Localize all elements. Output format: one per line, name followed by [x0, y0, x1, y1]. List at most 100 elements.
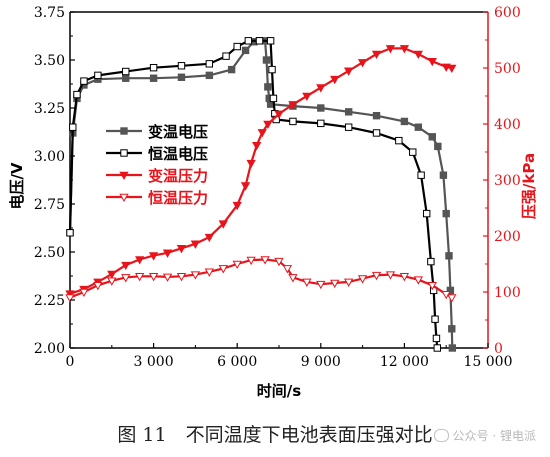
- data-point-bianwen-pressure: [316, 84, 326, 93]
- figure-caption: 图 11 不同温度下电池表面压强对比: [117, 424, 433, 446]
- data-point-bianwen-pressure: [218, 220, 228, 229]
- plot-frame: [69, 11, 489, 349]
- data-point-bianwen-pressure: [121, 261, 131, 271]
- y-left-tick-label: 2.75: [34, 197, 65, 213]
- data-point-hengwen-voltage: [395, 136, 403, 145]
- data-point-hengwen-voltage: [317, 119, 325, 128]
- data-point-bianwen-pressure: [263, 120, 273, 130]
- data-point-bianwen-pressure: [344, 67, 354, 76]
- data-point-hengwen-voltage: [177, 62, 186, 70]
- data-point-hengwen-pressure: [282, 265, 293, 274]
- data-point-bianwen-voltage: [400, 117, 409, 126]
- legend-swatch-marker: [119, 193, 129, 203]
- data-point-bianwen-voltage: [317, 104, 325, 112]
- data-point-hengwen-pressure: [232, 260, 242, 270]
- data-point-hengwen-voltage: [266, 37, 275, 45]
- data-point-bianwen-voltage: [439, 171, 448, 179]
- data-point-bianwen-voltage: [149, 74, 158, 82]
- data-point-hengwen-pressure: [274, 257, 284, 267]
- data-point-bianwen-voltage: [414, 123, 423, 131]
- watermark: 公众号 · 锂电派: [433, 427, 536, 444]
- series-line-bianwen-voltage: [68, 39, 454, 349]
- data-point-bianwen-pressure: [148, 252, 159, 261]
- legend-item-hengwen-voltage: 恒温电压: [106, 145, 208, 163]
- data-point-bianwen-voltage: [448, 325, 456, 333]
- data-point-bianwen-pressure: [204, 233, 214, 243]
- data-point-hengwen-voltage: [422, 209, 431, 218]
- x-tick-label: 15 000: [464, 354, 513, 370]
- data-point-hengwen-pressure: [121, 274, 131, 283]
- legend-swatch-marker: [120, 127, 128, 135]
- data-point-hengwen-pressure: [302, 278, 312, 287]
- data-point-hengwen-voltage: [268, 65, 276, 74]
- data-point-bianwen-pressure: [190, 240, 201, 249]
- data-point-hengwen-voltage: [149, 63, 158, 72]
- data-point-hengwen-voltage: [431, 315, 439, 323]
- legend-item-bianwen-voltage: 变温电压: [106, 123, 208, 141]
- data-point-hengwen-voltage: [344, 123, 353, 131]
- series-hengwen-voltage: [66, 37, 441, 352]
- data-point-bianwen-pressure: [274, 110, 284, 119]
- legend-item-hengwen-pressure: 恒温压力: [106, 189, 208, 207]
- data-point-hengwen-voltage: [433, 344, 441, 352]
- y-right-tick-label: 200: [494, 229, 521, 245]
- series-bianwen-pressure: [65, 45, 457, 299]
- series-hengwen-pressure: [65, 256, 457, 303]
- data-point-hengwen-voltage: [372, 129, 381, 137]
- data-point-bianwen-pressure: [135, 256, 145, 265]
- data-point-hengwen-pressure: [135, 273, 145, 282]
- data-point-bianwen-pressure: [107, 270, 117, 280]
- data-point-bianwen-pressure: [399, 45, 410, 54]
- data-point-hengwen-voltage: [66, 229, 74, 237]
- y-right-tick-label: 100: [494, 285, 521, 301]
- y-left-tick-label: 2.50: [34, 245, 65, 261]
- data-point-hengwen-pressure: [413, 276, 423, 285]
- series-layer: [65, 37, 457, 352]
- data-point-hengwen-voltage: [73, 90, 81, 99]
- data-point-hengwen-voltage: [94, 71, 102, 80]
- data-point-hengwen-pressure: [218, 265, 228, 274]
- data-point-hengwen-voltage: [255, 37, 264, 45]
- data-point-bianwen-voltage: [442, 209, 450, 218]
- data-point-hengwen-pressure: [204, 268, 214, 277]
- data-point-hengwen-pressure: [385, 271, 396, 280]
- tick-layer: 0 3 000 6 000 9 000 12 000 15 000 2.00 2.25 2.50…: [34, 5, 521, 370]
- data-point-bianwen-pressure: [257, 129, 267, 138]
- y-left-tick-label: 2.00: [34, 341, 65, 357]
- y-left-tick-label: 3.75: [34, 5, 65, 21]
- data-point-bianwen-voltage: [448, 344, 457, 352]
- data-point-bianwen-pressure: [302, 92, 312, 102]
- data-point-hengwen-pressure: [260, 256, 270, 265]
- x-axis-label: 时间/s: [257, 382, 301, 400]
- data-point-bianwen-pressure: [413, 50, 423, 60]
- data-point-hengwen-voltage: [244, 37, 253, 45]
- data-point-bianwen-voltage: [177, 73, 186, 81]
- data-point-hengwen-pressure: [316, 280, 326, 290]
- data-point-hengwen-pressure: [190, 271, 201, 280]
- data-point-hengwen-voltage: [269, 94, 278, 103]
- x-tick-label: 12 000: [380, 354, 429, 370]
- data-point-hengwen-pressure: [357, 275, 368, 284]
- data-point-bianwen-pressure: [246, 159, 256, 169]
- data-point-bianwen-pressure: [240, 182, 251, 191]
- data-point-hengwen-pressure: [176, 273, 187, 282]
- data-point-bianwen-pressure: [385, 45, 396, 54]
- y-axis-left-label: 电压/V: [8, 162, 26, 209]
- data-point-hengwen-pressure: [65, 294, 75, 303]
- y-right-tick-label: 400: [494, 117, 521, 133]
- data-point-hengwen-voltage: [417, 171, 425, 179]
- data-point-bianwen-pressure: [288, 101, 298, 110]
- data-point-hengwen-pressure: [107, 277, 117, 286]
- data-point-hengwen-pressure: [330, 279, 340, 289]
- data-point-hengwen-pressure: [246, 256, 256, 266]
- data-point-bianwen-voltage: [264, 83, 272, 91]
- y-left-tick-label: 2.25: [34, 293, 65, 309]
- data-point-bianwen-pressure: [427, 57, 437, 67]
- x-tick-label: 0: [66, 354, 75, 370]
- data-point-bianwen-pressure: [447, 64, 457, 74]
- data-point-bianwen-voltage: [344, 108, 353, 116]
- data-point-bianwen-voltage: [262, 56, 271, 64]
- data-point-hengwen-pressure: [93, 281, 103, 291]
- data-point-hengwen-pressure: [447, 294, 457, 303]
- data-point-bianwen-voltage: [205, 71, 214, 80]
